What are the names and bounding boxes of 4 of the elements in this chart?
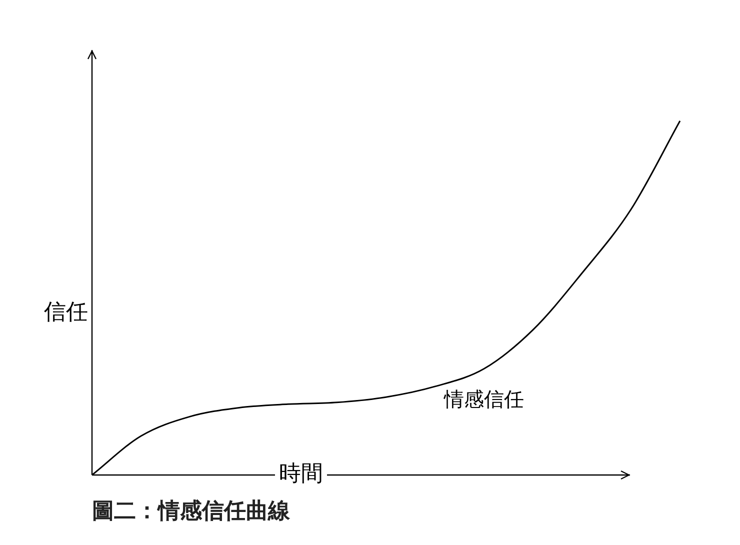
y-axis-title: 信任 [44,300,88,326]
series-label: 情感信任 [443,386,524,411]
x-axis-title: 時間 [279,462,323,487]
text: 圖二：情感信任曲線 [92,498,290,526]
